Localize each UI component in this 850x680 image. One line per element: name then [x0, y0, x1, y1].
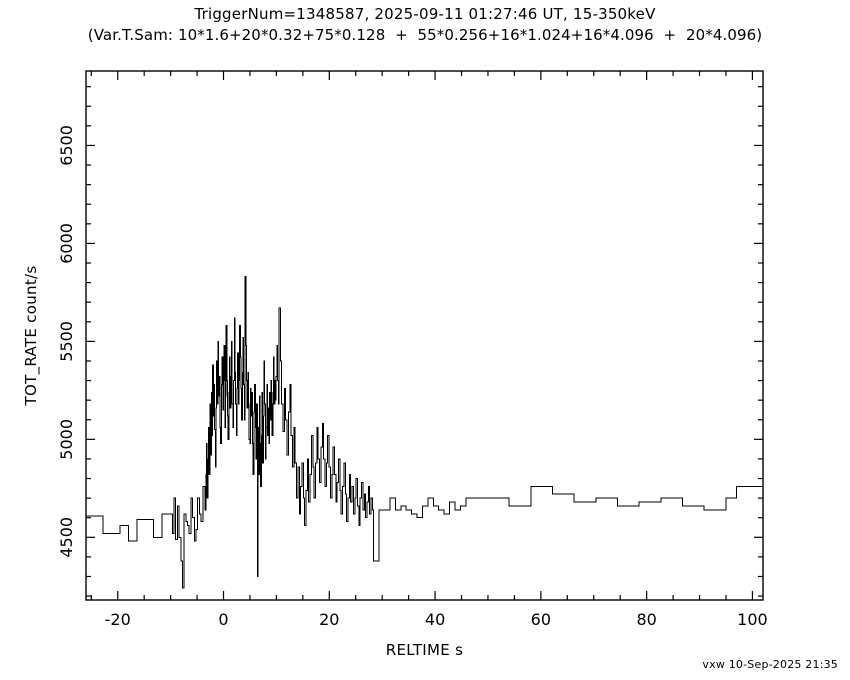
x-tick-label: 0 — [218, 610, 228, 629]
y-axis-tick-labels: 4500 5000 5500 6000 6500 — [57, 125, 76, 558]
x-tick-label: 100 — [737, 610, 768, 629]
chart-title-secondary: (Var.T.Sam: 10*1.6+20*0.32+75*0.128 + 55… — [87, 26, 763, 44]
y-tick-label: 6500 — [57, 125, 76, 166]
tot-rate-trace — [86, 78, 763, 589]
x-tick-label: 20 — [319, 610, 339, 629]
chart-title-primary: TriggerNum=1348587, 2025-09-11 01:27:46 … — [194, 5, 656, 23]
plot-frame — [85, 70, 764, 601]
y-axis-label: TOT_RATE count/s — [22, 266, 41, 407]
x-axis-label: RELTIME s — [386, 641, 463, 659]
x-axis-ticks — [90, 71, 754, 600]
y-tick-label: 6000 — [57, 223, 76, 264]
x-tick-label: 40 — [425, 610, 445, 629]
chart-title-block: TriggerNum=1348587, 2025-09-11 01:27:46 … — [0, 4, 850, 46]
x-tick-label: -20 — [105, 610, 131, 629]
x-tick-label: 60 — [531, 610, 551, 629]
data-curve — [86, 78, 763, 589]
x-tick-label: 80 — [636, 610, 656, 629]
footer-timestamp: vxw 10-Sep-2025 21:35 — [702, 658, 838, 671]
y-tick-label: 4500 — [57, 517, 76, 558]
y-tick-label: 5000 — [57, 419, 76, 460]
y-axis-ticks — [86, 86, 763, 597]
x-axis-tick-labels: -20 0 20 40 60 80 100 — [105, 610, 768, 629]
y-tick-label: 5500 — [57, 321, 76, 362]
